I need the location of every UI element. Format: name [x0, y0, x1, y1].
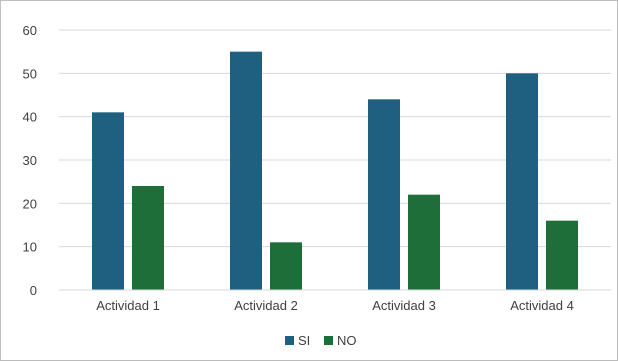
- legend-label-si: SI: [298, 333, 310, 348]
- bar-no-3: [408, 194, 440, 290]
- y-tick-label: 50: [23, 66, 37, 81]
- bar-si-4: [506, 73, 538, 290]
- legend-label-no: NO: [337, 333, 357, 348]
- y-axis-ticks: 0 10 20 30 40 50 60: [23, 23, 37, 298]
- x-axis-categories: Actividad 1 Actividad 2 Actividad 3 Activid…: [96, 298, 574, 313]
- legend-swatch-no: [324, 336, 333, 345]
- bars: [92, 51, 578, 290]
- x-category-label: Actividad 1: [96, 298, 160, 313]
- bar-no-1: [132, 186, 164, 290]
- bar-si-2: [230, 51, 262, 290]
- y-tick-label: 20: [23, 196, 37, 211]
- legend-swatch-si: [285, 336, 294, 345]
- x-category-label: Actividad 2: [234, 298, 298, 313]
- bar-si-3: [368, 99, 400, 290]
- x-category-label: Actividad 3: [372, 298, 436, 313]
- x-category-label: Actividad 4: [510, 298, 574, 313]
- y-tick-label: 40: [23, 110, 37, 125]
- y-tick-label: 10: [23, 240, 37, 255]
- bar-no-2: [270, 242, 302, 290]
- y-tick-label: 30: [23, 153, 37, 168]
- legend: SI NO: [285, 333, 357, 348]
- y-tick-label: 60: [23, 23, 37, 38]
- bar-si-1: [92, 112, 124, 290]
- bar-no-4: [546, 220, 578, 290]
- y-tick-label: 0: [30, 283, 37, 298]
